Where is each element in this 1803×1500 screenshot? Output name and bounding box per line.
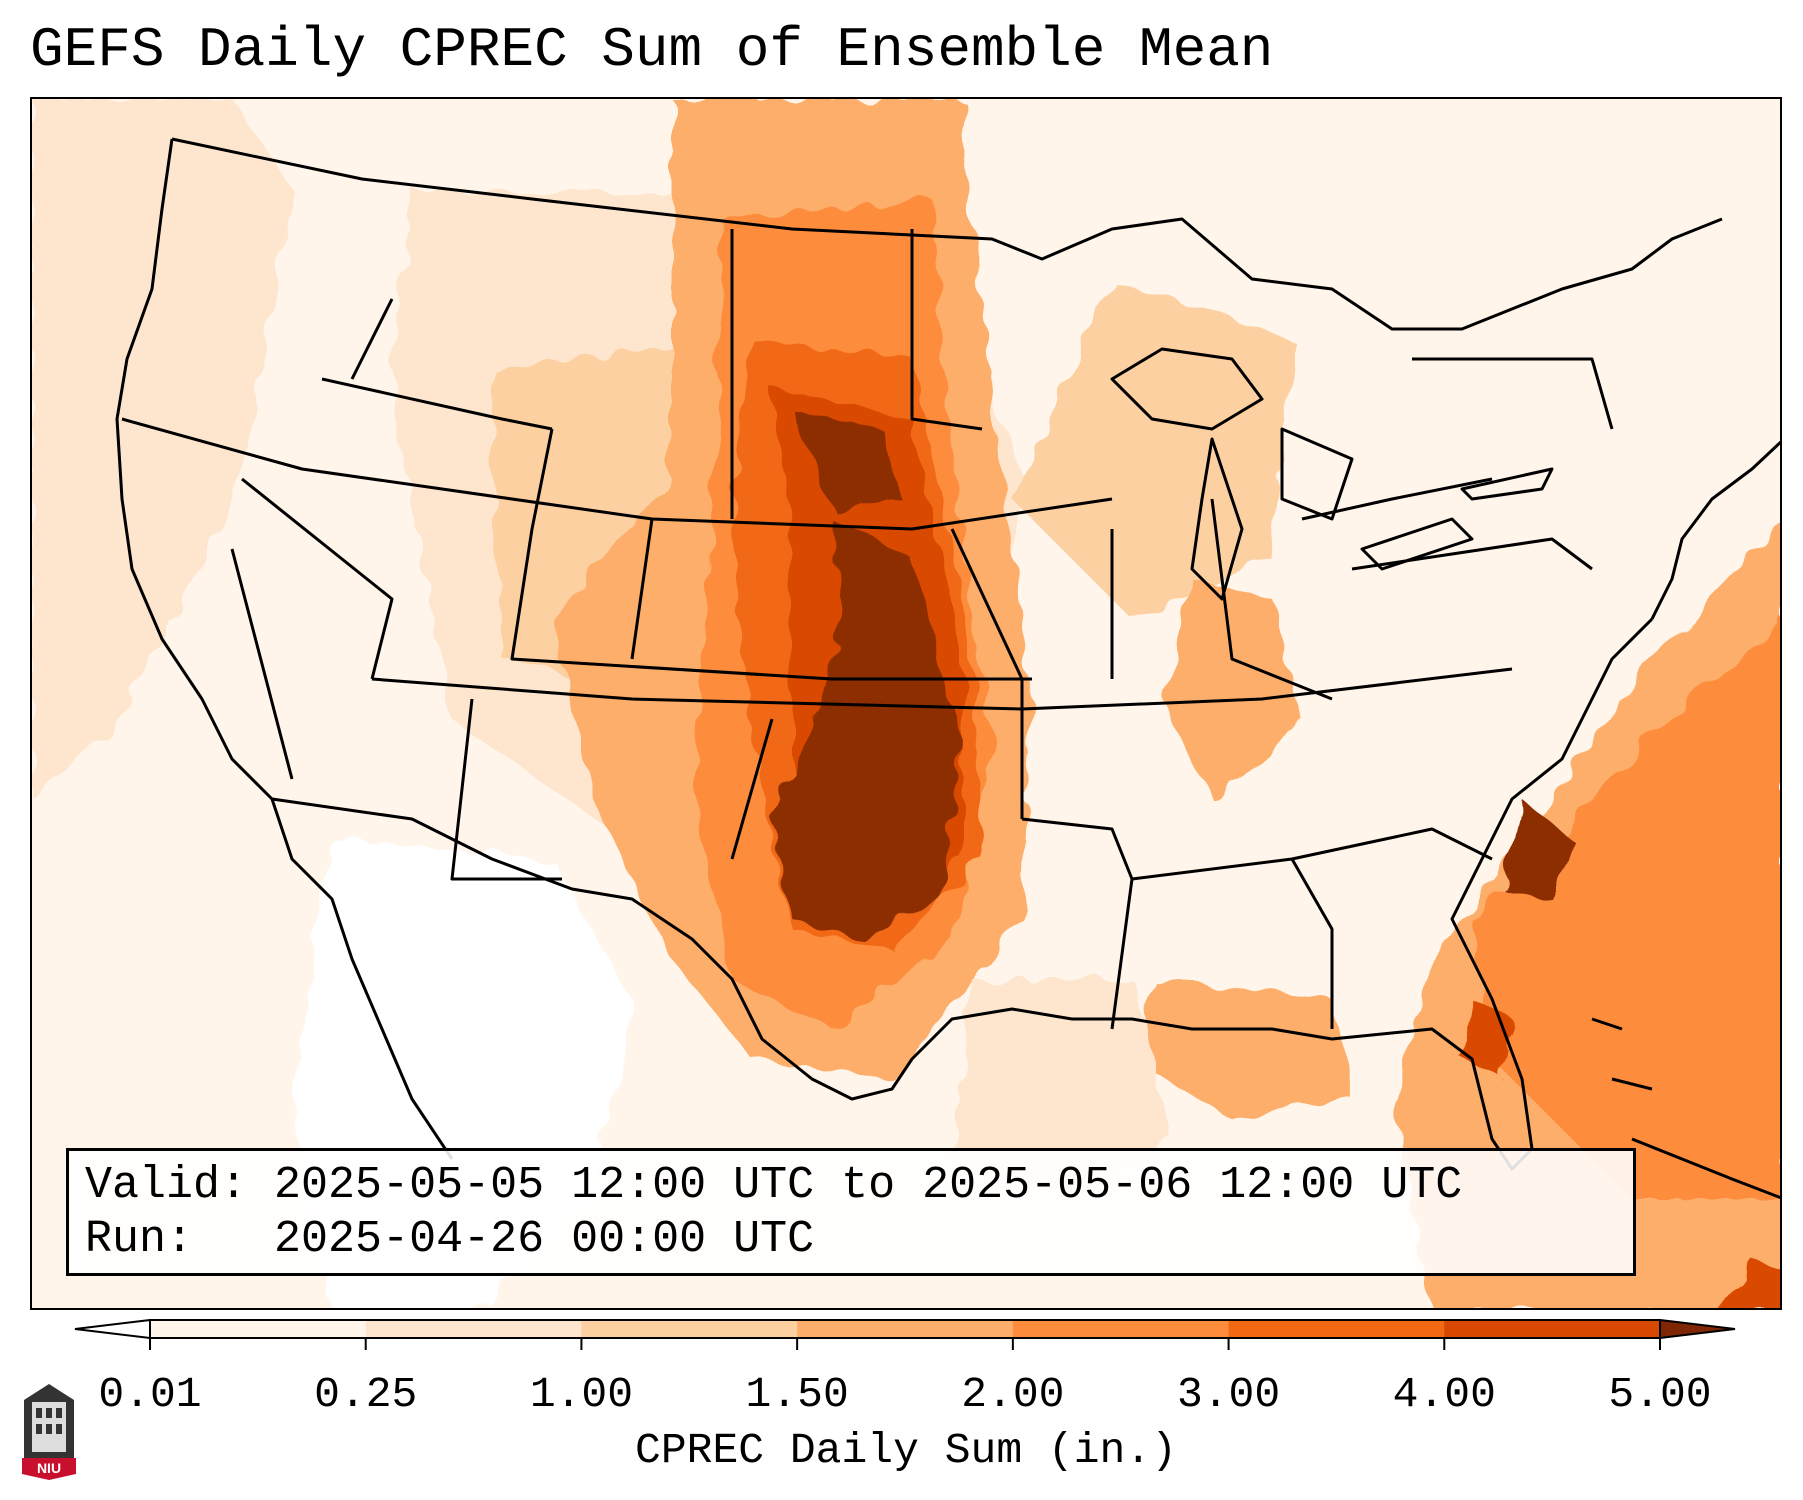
colorbar-title: CPREC Daily Sum (in.) — [635, 1426, 1177, 1475]
colorbar-tick-label: 0.25 — [314, 1370, 418, 1419]
colorbar-outline — [149, 1319, 1661, 1339]
colorbar-segment — [1444, 1320, 1661, 1338]
map-canvas — [32, 99, 1780, 1308]
precipitation-map — [30, 97, 1782, 1310]
colorbar-segment — [150, 1320, 367, 1338]
valid-label: Valid: — [85, 1160, 248, 1211]
colorbar-tick-label: 2.00 — [961, 1370, 1065, 1419]
colorbar-tick-label: 0.01 — [98, 1370, 202, 1419]
colorbar-segment — [1228, 1320, 1445, 1338]
colorbar — [74, 1318, 1736, 1350]
colorbar-segment — [797, 1320, 1014, 1338]
svg-text:NIU: NIU — [37, 1460, 61, 1476]
colorbar-ticks — [149, 1338, 1661, 1350]
colorbar-segments — [74, 1318, 1736, 1340]
colorbar-tick-label: 3.00 — [1176, 1370, 1281, 1419]
run-time: 2025-04-26 00:00 UTC — [274, 1214, 815, 1265]
run-label: Run: — [85, 1214, 194, 1265]
colorbar-tick-label: 5.00 — [1608, 1370, 1712, 1419]
colorbar-under-arrow — [74, 1318, 151, 1340]
niu-logo: NIU — [22, 1384, 76, 1480]
colorbar-over-arrow — [1659, 1318, 1736, 1340]
colorbar-tick-label: 1.00 — [529, 1370, 634, 1419]
colorbar-segment — [581, 1320, 798, 1338]
valid-range: 2025-05-05 12:00 UTC to 2025-05-06 12:00… — [274, 1160, 1463, 1211]
map-title: GEFS Daily CPREC Sum of Ensemble Mean — [30, 18, 1274, 82]
colorbar-segment — [365, 1320, 582, 1338]
validity-info-box: Valid: 2025-05-05 12:00 UTC to 2025-05-0… — [66, 1148, 1636, 1276]
colorbar-tick-label: 1.50 — [745, 1370, 849, 1419]
boundary-lines — [115, 137, 1780, 1200]
colorbar-tick-label: 4.00 — [1392, 1370, 1496, 1419]
colorbar-segment — [1012, 1320, 1230, 1338]
